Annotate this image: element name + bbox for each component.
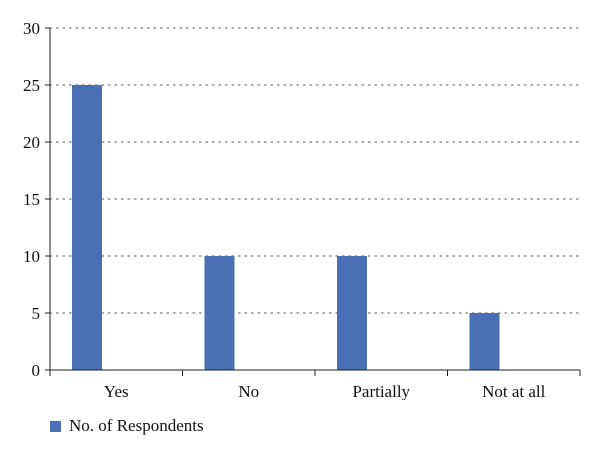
y-tick-labels: 0 5 10 15 20 25 30 (23, 19, 40, 380)
legend-label: No. of Respondents (69, 416, 204, 435)
bar (337, 256, 367, 370)
y-tick-label: 25 (23, 76, 40, 95)
x-tick-label: Not at all (482, 382, 546, 400)
y-tick-label: 30 (23, 19, 40, 38)
y-tick-label: 5 (32, 304, 41, 323)
x-tick-label: Yes (104, 382, 129, 400)
bars (72, 85, 500, 370)
bar (204, 256, 235, 370)
y-tick-label: 0 (32, 361, 41, 380)
x-tick-labels: Yes No Partially Not at all (104, 382, 546, 400)
y-tick-label: 10 (23, 247, 40, 266)
bar (469, 313, 500, 370)
axes (45, 27, 581, 376)
gridlines (49, 27, 581, 314)
legend: No. of Respondents (50, 416, 204, 436)
x-tick-label: Partially (352, 382, 410, 400)
y-tick-label: 15 (23, 190, 40, 209)
bar-chart: 0 5 10 15 20 25 30 Yes No Partially Not at all (23, 19, 581, 400)
legend-swatch (50, 420, 61, 432)
bar (72, 85, 102, 370)
y-tick-label: 20 (23, 133, 40, 152)
x-tick-label: No (238, 382, 259, 400)
